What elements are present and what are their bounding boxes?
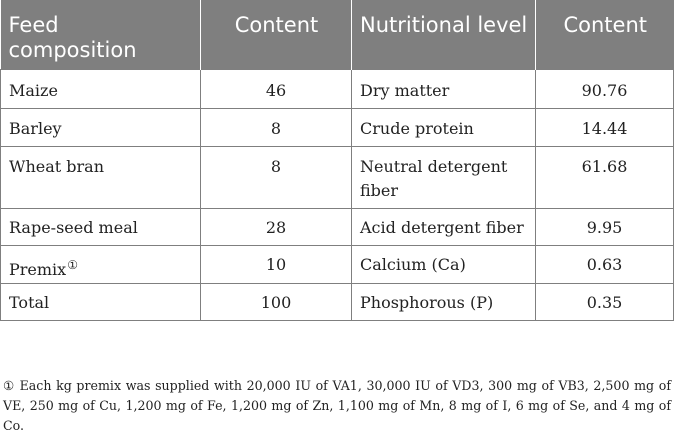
nutrient-name-cell: Calcium (Ca) — [351, 245, 536, 284]
nutrient-content-cell: 90.76 — [535, 69, 674, 109]
nutrient-name-cell: Neutral detergent fiber — [351, 146, 536, 209]
feed-name-cell: Maize — [0, 69, 201, 109]
nutrient-content-cell: 61.68 — [535, 146, 674, 209]
table-header: Feed composition Content Nutritional lev… — [0, 0, 674, 70]
footnote-marker: ① — [67, 258, 78, 272]
feed-composition-table-container: Feed composition Content Nutritional lev… — [0, 0, 674, 321]
premix-label: Premix — [9, 260, 67, 279]
nutrient-content-cell: 0.63 — [535, 245, 674, 284]
nutrient-name-cell: Acid detergent fiber — [351, 208, 536, 246]
feed-name-cell: Premix① — [0, 245, 201, 284]
table-row: Total 100 Phosphorous (P) 0.35 — [0, 283, 674, 321]
table-row: Barley 8 Crude protein 14.44 — [0, 108, 674, 147]
feed-content-cell: 8 — [200, 146, 352, 209]
table-footnote: ① Each kg premix was supplied with 20,00… — [3, 378, 671, 433]
feed-name-cell: Total — [0, 283, 201, 321]
table-row: Rape-seed meal 28 Acid detergent fiber 9… — [0, 208, 674, 246]
nutrient-content-cell: 9.95 — [535, 208, 674, 246]
header-row: Feed composition Content Nutritional lev… — [0, 0, 674, 70]
table-row: Wheat bran 8 Neutral detergent fiber 61.… — [0, 146, 674, 209]
feed-name-cell: Wheat bran — [0, 146, 201, 209]
nutrient-content-cell: 14.44 — [535, 108, 674, 147]
feed-content-cell: 10 — [200, 245, 352, 284]
table-row: Maize 46 Dry matter 90.76 — [0, 69, 674, 109]
nutrient-name-cell: Crude protein — [351, 108, 536, 147]
feed-content-cell: 46 — [200, 69, 352, 109]
header-feed-composition: Feed composition — [0, 0, 201, 70]
feed-name-cell: Barley — [0, 108, 201, 147]
table-body: Maize 46 Dry matter 90.76 Barley 8 Crude… — [0, 69, 674, 321]
nutrient-content-cell: 0.35 — [535, 283, 674, 321]
feed-composition-table: Feed composition Content Nutritional lev… — [0, 0, 674, 321]
header-content-nutrition: Content — [535, 0, 674, 70]
feed-name-cell: Rape-seed meal — [0, 208, 201, 246]
table-row: Premix① 10 Calcium (Ca) 0.63 — [0, 245, 674, 284]
feed-content-cell: 28 — [200, 208, 352, 246]
feed-content-cell: 100 — [200, 283, 352, 321]
header-nutritional-level: Nutritional level — [351, 0, 536, 70]
nutrient-name-cell: Dry matter — [351, 69, 536, 109]
feed-content-cell: 8 — [200, 108, 352, 147]
nutrient-name-cell: Phosphorous (P) — [351, 283, 536, 321]
header-content: Content — [200, 0, 352, 70]
